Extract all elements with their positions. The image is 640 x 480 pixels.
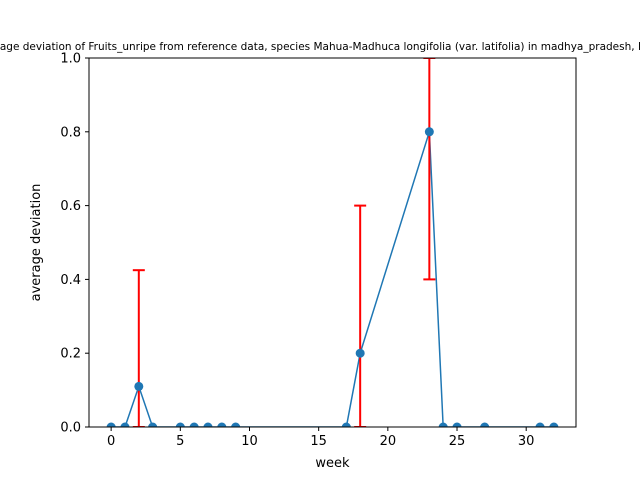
- data-point: [341, 422, 351, 427]
- y-tick-label: 0.2: [60, 347, 81, 362]
- data-point: [438, 422, 448, 427]
- data-point: [549, 422, 559, 427]
- y-tick-label: 0.8: [60, 125, 81, 140]
- data-point: [189, 422, 199, 427]
- series-line: [111, 131, 554, 427]
- x-tick-label: 30: [518, 434, 535, 449]
- chart-title-wrap: Average deviation of Fruits_unripe from …: [0, 41, 640, 53]
- data-point: [231, 422, 241, 427]
- y-axis-ticks: 0.0 0.2 0.4 0.6 0.8 1.0: [60, 52, 89, 436]
- x-tick-label: 10: [241, 434, 258, 449]
- x-axis-label: week: [315, 456, 350, 471]
- data-point: [120, 422, 130, 427]
- data-point: [217, 422, 227, 427]
- x-tick-label: 20: [380, 434, 397, 449]
- y-tick-label: 1.0: [60, 52, 81, 67]
- data-point: [452, 422, 462, 427]
- x-axis-ticks: 0 5 10 15 20 25 30: [107, 427, 534, 449]
- data-point: [535, 422, 545, 427]
- chart-title: Average deviation of Fruits_unripe from …: [0, 41, 640, 53]
- data-point: [148, 422, 158, 427]
- data-point: [106, 422, 116, 427]
- y-axis-label: average deviation: [29, 184, 44, 302]
- y-tick-label: 0.4: [60, 273, 81, 288]
- data-point: [175, 422, 185, 427]
- data-point: [355, 348, 365, 358]
- x-tick-label: 25: [449, 434, 466, 449]
- data-point: [424, 127, 434, 137]
- plot-area-frame: [88, 57, 577, 428]
- y-tick-label: 0.6: [60, 199, 81, 214]
- x-tick-label: 15: [310, 434, 327, 449]
- x-tick-label: 0: [107, 434, 115, 449]
- plot-marks: [106, 58, 559, 427]
- data-point: [480, 422, 490, 427]
- data-point: [203, 422, 213, 427]
- data-point: [134, 381, 144, 391]
- y-tick-label: 0.0: [60, 421, 81, 436]
- x-tick-label: 5: [176, 434, 184, 449]
